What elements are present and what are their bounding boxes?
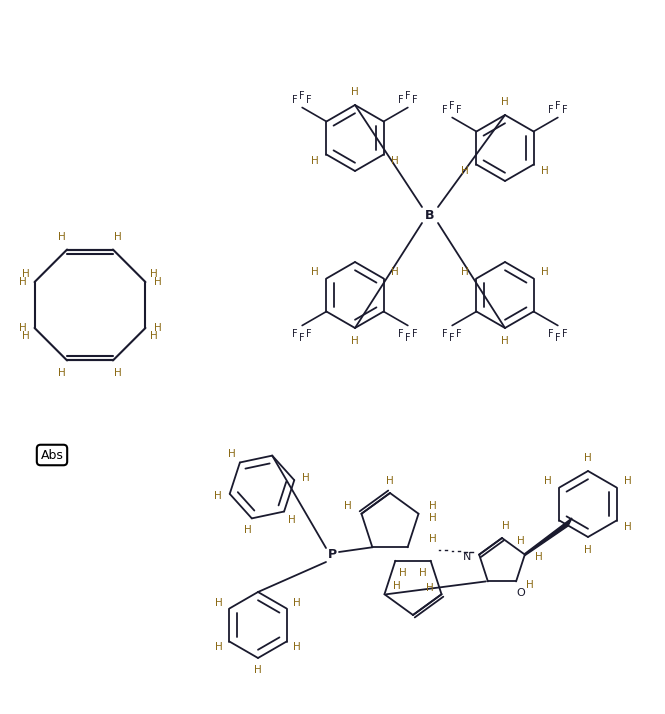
Text: H: H — [501, 336, 509, 346]
Text: H: H — [58, 231, 66, 241]
Text: H: H — [426, 583, 434, 593]
Text: H: H — [311, 156, 319, 166]
Text: H: H — [541, 166, 549, 176]
Text: H: H — [526, 580, 534, 590]
Text: H: H — [214, 491, 222, 501]
Text: F: F — [405, 333, 411, 343]
Text: H: H — [584, 453, 592, 463]
Text: H: H — [114, 231, 122, 241]
Text: H: H — [429, 534, 437, 544]
Text: B: B — [425, 208, 435, 221]
Text: Abs: Abs — [41, 448, 63, 461]
Text: H: H — [544, 476, 552, 486]
Text: H: H — [154, 277, 162, 287]
Text: H: H — [386, 476, 394, 486]
Text: H: H — [254, 665, 262, 675]
Text: H: H — [502, 521, 510, 531]
Text: H: H — [215, 643, 223, 653]
Text: H: H — [584, 545, 592, 555]
Text: F: F — [412, 94, 418, 104]
Text: F: F — [299, 333, 305, 343]
Text: H: H — [535, 552, 543, 562]
Text: H: H — [22, 268, 30, 278]
Text: F: F — [562, 328, 568, 338]
Text: H: H — [351, 336, 359, 346]
Text: F: F — [562, 104, 568, 114]
Text: F: F — [398, 94, 404, 104]
Text: N: N — [463, 552, 471, 562]
Text: F: F — [442, 104, 448, 114]
Text: H: H — [311, 267, 319, 277]
Text: H: H — [293, 598, 301, 608]
Text: F: F — [299, 91, 305, 101]
Text: P: P — [327, 548, 336, 561]
Text: H: H — [462, 267, 469, 277]
Text: H: H — [400, 568, 407, 578]
Text: H: H — [541, 267, 549, 277]
Text: F: F — [456, 328, 462, 338]
Text: F: F — [307, 328, 312, 338]
Text: H: H — [150, 331, 158, 341]
Text: F: F — [405, 91, 411, 101]
Text: H: H — [344, 501, 351, 511]
Text: O: O — [517, 588, 525, 598]
Text: F: F — [548, 328, 554, 338]
Text: H: H — [501, 97, 509, 107]
Text: H: H — [154, 323, 162, 333]
Text: H: H — [517, 536, 525, 545]
Text: H: H — [429, 513, 436, 523]
Text: H: H — [58, 368, 66, 378]
Text: H: H — [19, 323, 27, 333]
Text: F: F — [450, 101, 455, 111]
Text: H: H — [288, 516, 296, 526]
Text: H: H — [462, 166, 469, 176]
Text: F: F — [555, 333, 561, 343]
Text: H: H — [19, 277, 27, 287]
Text: H: H — [429, 501, 436, 511]
Text: H: H — [22, 331, 30, 341]
Text: H: H — [624, 476, 632, 486]
Text: F: F — [555, 101, 561, 111]
Text: F: F — [450, 333, 455, 343]
Text: H: H — [114, 368, 122, 378]
Text: F: F — [456, 104, 462, 114]
Text: H: H — [351, 87, 359, 97]
Text: H: H — [392, 581, 400, 591]
Text: F: F — [548, 104, 554, 114]
Text: H: H — [391, 267, 399, 277]
Text: H: H — [244, 525, 252, 535]
Text: H: H — [391, 156, 399, 166]
Text: H: H — [302, 473, 310, 483]
Text: F: F — [398, 328, 404, 338]
Text: F: F — [293, 94, 298, 104]
Text: H: H — [150, 268, 158, 278]
Text: H: H — [215, 598, 223, 608]
Text: F: F — [442, 328, 448, 338]
Text: F: F — [293, 328, 298, 338]
Polygon shape — [525, 518, 572, 555]
Text: F: F — [412, 328, 418, 338]
Text: H: H — [624, 522, 632, 532]
Text: H: H — [419, 568, 426, 578]
Text: F: F — [307, 94, 312, 104]
Text: H: H — [293, 643, 301, 653]
Text: H: H — [228, 448, 236, 458]
